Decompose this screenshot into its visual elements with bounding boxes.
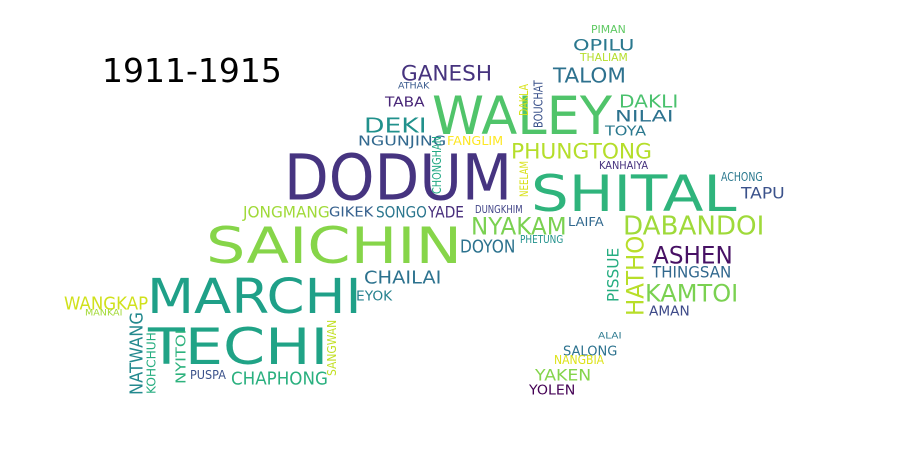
word-chonghan: CHONGHAN	[431, 136, 445, 194]
word-laifa: LAIFA	[568, 216, 604, 230]
word-pissue: PISSUE	[604, 247, 623, 302]
word-bouchat: BOUCHAT	[531, 80, 546, 128]
word-ngunjing: NGUNJING	[358, 132, 447, 149]
word-yade: YADE	[428, 203, 464, 222]
word-thaliam: THALIAM	[580, 52, 628, 64]
word-techi: TECHI	[148, 318, 329, 377]
word-achong: ACHONG	[721, 171, 763, 185]
word-mankai: MANKAI	[85, 308, 123, 318]
word-yolen: YOLEN	[529, 381, 576, 398]
word-dakla: DAKLA	[518, 83, 532, 116]
word-toya: TOYA	[605, 122, 647, 139]
word-phungtong: PHUNGTONG	[511, 138, 652, 164]
word-nyitoi: NYITOI	[172, 329, 189, 384]
word-songo: SONGO	[376, 203, 427, 222]
word-salong: SALONG	[563, 342, 618, 359]
word-kamtoi: KAMTOI	[645, 280, 739, 308]
word-kanhaiya: KANHAIYA	[599, 160, 649, 172]
word-taba: TABA	[385, 93, 425, 110]
word-piman: PIMAN	[591, 24, 626, 36]
word-tapu: TAPU	[741, 184, 785, 203]
word-shital: SHITAL	[531, 165, 737, 224]
word-wangkap: WANGKAP	[64, 292, 149, 314]
word-gikek: GIKEK	[329, 203, 374, 220]
word-fanglim: FANGLIM	[447, 135, 504, 149]
word-dungkhim: DUNGKHIM	[475, 204, 523, 216]
word-saichin: SAICHIN	[206, 217, 463, 276]
word-doyon: DOYON	[460, 235, 516, 257]
word-thingsan: THINGSAN	[652, 263, 732, 282]
word-dodum: DODUM	[284, 139, 513, 215]
word-puspa: PUSPA	[190, 369, 226, 383]
word-chaphong: CHAPHONG	[231, 367, 328, 389]
word-athak: ATHAK	[398, 81, 430, 91]
word-kohchuh: KOHCHUH	[144, 332, 159, 394]
word-ganesh: GANESH	[401, 60, 493, 86]
word-dakli: DAKLI	[619, 90, 679, 112]
word-nangbia: NANGBIA	[554, 354, 605, 368]
word-deki: DEKI	[364, 114, 427, 138]
word-talom: TALOM	[553, 64, 626, 88]
word-nyakam: NYAKAM	[471, 213, 567, 241]
word-marchi: MARCHI	[147, 268, 362, 325]
word-dabandoi: DABANDOI	[623, 210, 765, 241]
word-opilu: OPILU	[573, 36, 635, 55]
word-natwang: NATWANG	[125, 312, 147, 395]
period-label: 1911-1915	[102, 51, 282, 90]
word-jongmang: JONGMANG	[243, 203, 330, 222]
word-sangwan: SANGWAN	[326, 319, 340, 376]
word-ashen: ASHEN	[653, 242, 733, 270]
word-aman: AMAN	[649, 302, 690, 319]
word-eyok: EYOK	[356, 287, 393, 304]
word-chailai: CHAILAI	[364, 266, 442, 288]
word-waley: WALEY	[432, 85, 613, 147]
word-nilai: NILAI	[615, 107, 674, 126]
word-phetung: PHETUNG	[520, 234, 564, 246]
word-alai: ALAI	[598, 331, 622, 341]
word-neelam: NEELAM	[518, 161, 531, 197]
word-yaken: YAKEN	[535, 366, 592, 385]
